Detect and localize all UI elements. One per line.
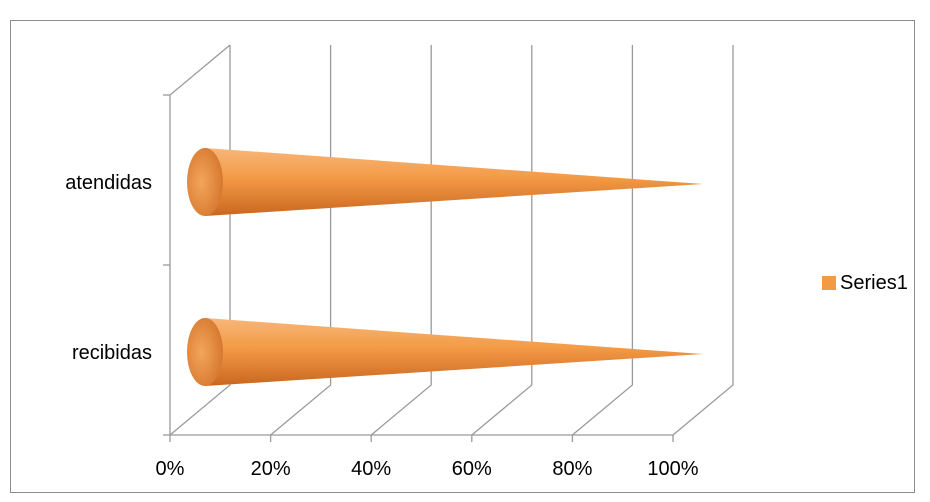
labels: 0% 20% 40% 60% 80% 100% atendidas recibidas [65, 172, 699, 480]
legend: Series1 [822, 272, 908, 294]
y-category-label: atendidas [65, 172, 152, 194]
cone-base [187, 148, 223, 216]
x-tick-label: 40% [351, 458, 391, 480]
chart-frame [10, 20, 915, 493]
cone-bar [205, 318, 703, 386]
x-tick-label: 0% [156, 458, 185, 480]
x-tick-label: 20% [251, 458, 291, 480]
gridline [471, 45, 533, 436]
bars [187, 148, 703, 386]
gridline [672, 45, 734, 436]
x-tick-label: 60% [452, 458, 492, 480]
x-tick-label: 80% [552, 458, 592, 480]
cone-base [187, 318, 223, 386]
x-tick-label: 100% [647, 458, 698, 480]
axes [163, 44, 674, 442]
legend-label: Series1 [840, 272, 908, 294]
gridline [370, 45, 432, 436]
cone-bar [205, 148, 703, 216]
gridline [571, 45, 634, 436]
legend-swatch [822, 276, 836, 290]
y-category-label: recibidas [72, 342, 152, 364]
